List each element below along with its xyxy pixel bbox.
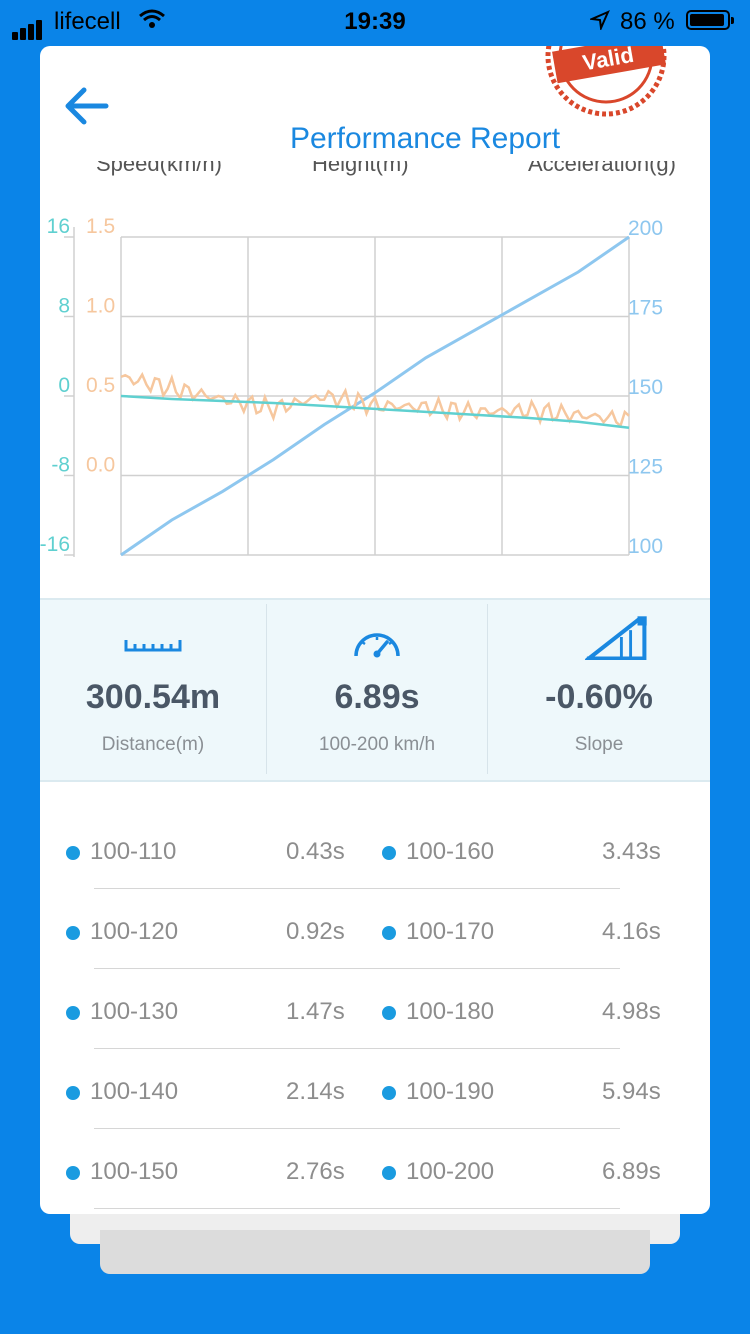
split-row: 100-140 2.14s 100-190 5.94s [40,1056,710,1136]
stat-divider [266,604,267,774]
stamp-text: Valid [581,46,636,75]
speedometer-icon [354,633,400,658]
row-divider [94,888,620,889]
split-time: 3.43s [602,838,661,865]
accel-tick-label: 16 [47,215,70,238]
bullet-icon [382,1006,396,1020]
stats-panel: 300.54m Distance(m) 6.89s 100-200 km/h -… [40,598,710,782]
accel-tick-label: 8 [58,295,70,318]
bullet-icon [66,1006,80,1020]
acceleration-time-label: 100-200 km/h [318,734,436,755]
split-range: 100-170 [406,918,495,945]
slope-value: -0.60% [545,678,653,716]
split-range: 100-190 [406,1078,495,1105]
split-range: 100-180 [406,998,495,1025]
acceleration-axis-title: Acceleration(g) [528,161,676,176]
split-time: 1.47s [286,998,345,1025]
accel-tick-label: -8 [51,454,70,477]
bullet-icon [382,926,396,940]
slope-icon [584,616,647,660]
split-row: 100-150 2.76s 100-200 6.89s [40,1136,710,1214]
speed-axis-title: Speed(km/h) [96,161,222,176]
split-time: 0.92s [286,918,345,945]
battery-icon [686,10,734,30]
bullet-icon [382,1086,396,1100]
bullet-icon [66,926,80,940]
stat-distance: 300.54m Distance(m) [40,600,266,776]
row-divider [94,1208,620,1209]
bullet-icon [382,1166,396,1180]
stat-divider [487,604,488,774]
carrier-name: lifecell [54,8,121,35]
status-bar: lifecell 19:39 86 % [0,0,750,44]
location-arrow-icon [590,10,610,30]
split-time: 5.94s [602,1078,661,1105]
report-card: Valid Performance Report Speed(km/h) Hei… [40,46,710,1214]
speed-tick-label: 100 [628,535,663,558]
split-range: 100-150 [90,1158,179,1185]
slope-label: Slope [574,734,624,755]
height-tick-label: 1.5 [86,215,115,238]
speed-tick-label: 125 [628,456,663,479]
wifi-icon [139,9,165,28]
stat-slope: -0.60% Slope [488,600,710,776]
valid-stamp: Valid [545,46,667,117]
split-range: 100-160 [406,838,495,865]
distance-label: Distance(m) [101,734,205,755]
speed-tick-label: 150 [628,376,663,399]
chart-top-labels: Speed(km/h) Height(m) Acceleration(g) [40,161,710,185]
bullet-icon [66,846,80,860]
split-row: 100-110 0.43s 100-160 3.43s [40,816,710,896]
height-tick-label: 0.5 [86,374,115,397]
split-range: 100-120 [90,918,179,945]
height-tick-label: 1.0 [86,295,115,318]
clock: 19:39 [344,8,406,35]
split-time: 4.16s [602,918,661,945]
height-series-line [120,371,630,429]
split-range: 100-130 [90,998,179,1025]
row-divider [94,1128,620,1129]
performance-chart: Speed(km/h) Height(m) Acceleration(g) 16… [40,161,710,601]
signal-icon [12,12,44,40]
bullet-icon [66,1086,80,1100]
bullet-icon [66,1166,80,1180]
acceleration-time-value: 6.89s [334,678,420,716]
split-time: 6.89s [602,1158,661,1185]
split-range: 100-140 [90,1078,179,1105]
acceleration-series-line [120,394,630,430]
speed-tick-label: 175 [628,297,663,320]
split-row: 100-130 1.47s 100-180 4.98s [40,976,710,1056]
height-axis-title: Height(m) [312,161,409,176]
split-range: 100-110 [90,838,177,865]
row-divider [94,968,620,969]
chart-plot: 16 8 0 -8 -16 1.5 1.0 0.5 0.0 200 175 150 125 100 [40,215,663,558]
accel-tick-label: -16 [40,533,70,556]
distance-value: 300.54m [85,678,221,716]
card-stack-shadow-2 [100,1230,650,1274]
back-arrow-icon[interactable] [58,82,114,130]
split-time: 4.98s [602,998,661,1025]
stat-acceleration-time: 6.89s 100-200 km/h [267,600,487,776]
row-divider [94,1048,620,1049]
page-title: Performance Report [289,122,561,155]
ruler-icon [124,640,182,652]
accel-tick-label: 0 [58,374,70,397]
split-time: 2.14s [286,1078,345,1105]
split-time: 0.43s [286,838,345,865]
speed-series-line [120,235,630,557]
battery-percent: 86 % [620,8,675,35]
height-tick-label: 0.0 [86,454,115,477]
bullet-icon [382,846,396,860]
split-row: 100-120 0.92s 100-170 4.16s [40,896,710,976]
split-time: 2.76s [286,1158,345,1185]
speed-tick-label: 200 [628,217,663,240]
split-range: 100-200 [406,1158,495,1185]
